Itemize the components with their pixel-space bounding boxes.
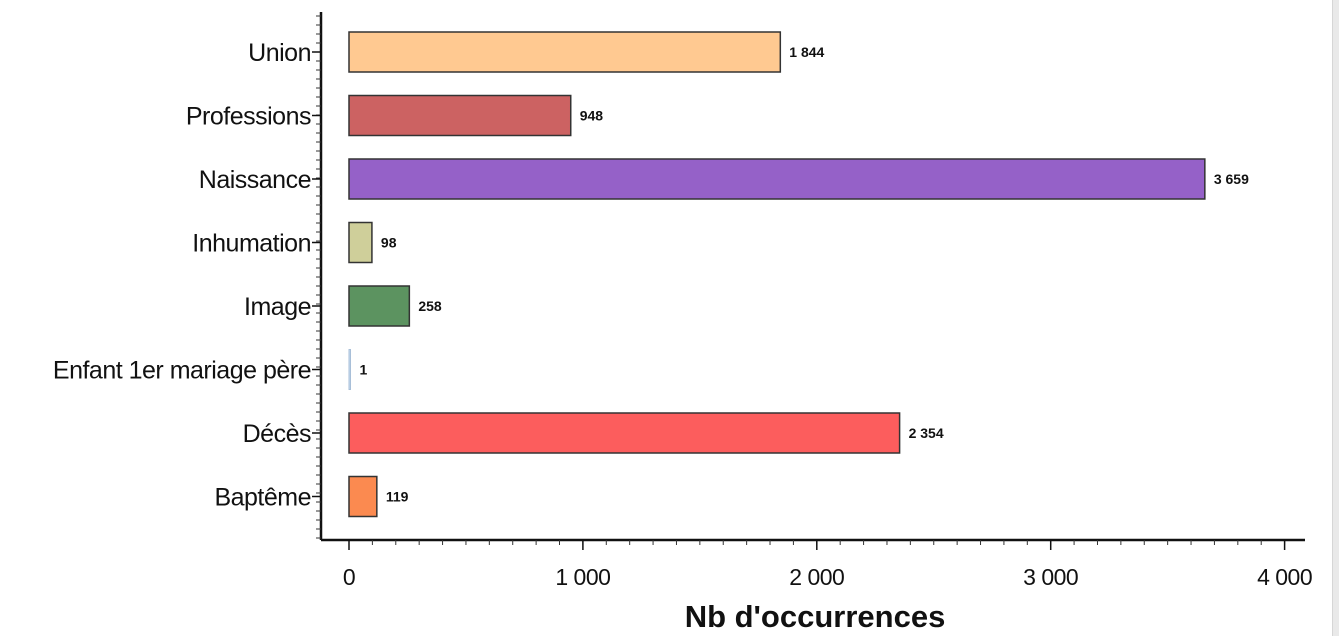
x-tick-label: 2 000 — [789, 564, 844, 590]
bars — [348, 31, 1206, 518]
data-label: 119 — [386, 489, 409, 505]
bar-union — [348, 31, 782, 73]
x-tick-label: 1 000 — [555, 564, 610, 590]
bar-professions — [348, 94, 572, 137]
y-tick-label: Baptême — [214, 484, 311, 512]
data-label: 3 659 — [1214, 171, 1249, 187]
data-label: 258 — [418, 298, 442, 314]
data-label: 1 — [360, 362, 368, 378]
y-tick-label: Image — [244, 293, 311, 321]
window-edge — [1332, 0, 1339, 636]
data-label: 1 844 — [789, 44, 824, 60]
y-tick-label: Décès — [243, 420, 311, 448]
x-axis-title: Nb d'occurrences — [685, 599, 946, 634]
y-tick-label: Inhumation — [192, 230, 311, 258]
y-tick-label: Enfant 1er mariage père — [53, 357, 311, 385]
bar-naissance — [348, 158, 1206, 200]
bar-inhumation — [348, 221, 373, 264]
bar-d-c-s — [348, 412, 901, 454]
data-label: 948 — [580, 108, 604, 124]
axes — [312, 12, 1305, 550]
y-tick-label: Professions — [186, 103, 311, 131]
x-tick-label: 3 000 — [1023, 564, 1078, 590]
bar-bapt-me — [348, 475, 378, 518]
data-label: 98 — [381, 235, 397, 251]
bar-enfant-1er-mariage-p-re — [348, 349, 351, 390]
data-label: 2 354 — [909, 425, 944, 441]
labels: 0 1 000 2 000 3 000 4 000 Union 1 844 Professio… — [53, 39, 1313, 590]
x-tick-label: 0 — [343, 564, 355, 590]
y-tick-label: Naissance — [199, 166, 311, 194]
y-tick-label: Union — [248, 39, 311, 67]
x-tick-label: 4 000 — [1257, 564, 1312, 590]
bar-image — [348, 285, 411, 327]
